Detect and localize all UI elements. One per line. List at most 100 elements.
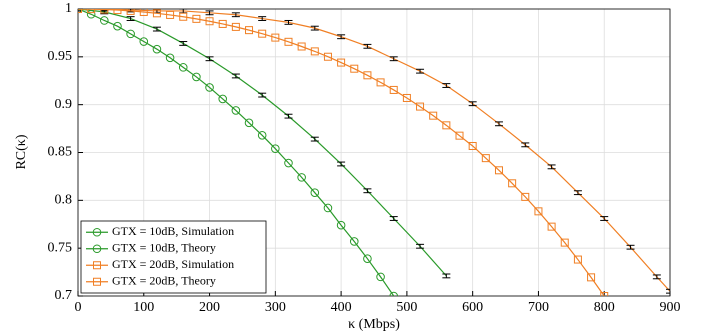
marker	[218, 94, 228, 104]
error-bar	[573, 190, 582, 196]
marker	[218, 19, 227, 28]
marker	[139, 9, 148, 16]
marker	[86, 9, 96, 19]
x-tick-label: 400	[331, 300, 352, 315]
marker	[429, 111, 438, 120]
marker	[231, 22, 240, 31]
error-bar	[205, 56, 214, 62]
legend: GTX = 10dB, Simulation GTX = 10dB, Theory…	[80, 220, 267, 294]
marker	[166, 10, 175, 19]
marker	[258, 29, 267, 38]
marker	[402, 93, 411, 102]
marker	[205, 83, 214, 92]
marker	[284, 37, 293, 46]
marker	[336, 220, 346, 230]
error-bar	[152, 26, 161, 32]
y-tick-label: 0.85	[48, 145, 73, 160]
marker	[363, 71, 372, 80]
x-tick-label: 200	[199, 300, 220, 315]
marker	[231, 106, 241, 115]
error-bar	[666, 288, 670, 294]
marker	[573, 255, 582, 264]
marker	[126, 29, 135, 39]
marker	[310, 188, 320, 197]
marker	[139, 37, 149, 46]
legend-label: GTX = 20dB, Simulation	[112, 257, 234, 271]
marker	[152, 44, 162, 54]
marker	[349, 237, 359, 246]
marker	[442, 121, 451, 130]
x-tick-label: 600	[462, 300, 483, 315]
y-tick-label: 0.95	[48, 49, 73, 64]
marker	[323, 203, 333, 213]
y-axis-label: RC(κ)	[14, 134, 29, 169]
x-tick-label: 100	[133, 300, 154, 315]
y-tick-label: 0.9	[55, 97, 73, 112]
marker	[92, 227, 102, 237]
error-bar	[626, 244, 635, 250]
marker	[350, 64, 359, 73]
marker	[178, 63, 188, 72]
x-tick-label: 900	[660, 300, 681, 315]
series-line	[78, 9, 670, 292]
marker	[244, 118, 254, 128]
marker	[389, 85, 398, 94]
marker	[310, 47, 319, 56]
error-bar	[416, 243, 425, 249]
marker	[87, 9, 96, 14]
marker	[455, 131, 464, 140]
x-tick-label: 700	[528, 300, 549, 315]
y-tick-label: 0.7	[55, 288, 73, 303]
error-bar	[363, 43, 372, 49]
marker	[113, 9, 122, 15]
marker	[179, 12, 188, 21]
series-line	[78, 9, 395, 296]
marker	[389, 291, 399, 296]
marker	[271, 144, 280, 153]
error-bar	[179, 41, 188, 46]
marker	[337, 58, 346, 67]
marker	[547, 222, 556, 231]
plot-frame	[77, 8, 671, 297]
error-bar	[126, 16, 135, 21]
marker	[416, 102, 425, 111]
marker	[126, 9, 135, 15]
marker	[468, 141, 477, 150]
error-bar	[258, 16, 267, 21]
x-tick-label: 0	[75, 300, 82, 315]
marker	[534, 207, 543, 216]
marker	[481, 154, 490, 163]
marker	[165, 53, 175, 63]
legend-label: GTX = 20dB, Theory	[112, 274, 216, 288]
marker	[284, 158, 293, 168]
error-bar	[310, 136, 319, 142]
marker	[363, 254, 372, 263]
marker	[600, 292, 609, 296]
marker	[376, 272, 385, 282]
error-bar	[78, 9, 82, 12]
error-bar	[494, 121, 503, 127]
error-bar	[521, 142, 530, 148]
error-bar	[231, 12, 240, 18]
x-tick-label: 500	[396, 300, 417, 315]
y-tick-label: 0.8	[55, 193, 73, 208]
error-bar	[442, 273, 451, 279]
series-line	[78, 9, 605, 296]
error-bar	[337, 34, 346, 40]
y-tick-label: 0.75	[48, 240, 73, 255]
error-bar	[652, 274, 661, 280]
error-bar	[284, 19, 293, 25]
marker	[376, 78, 385, 87]
marker	[521, 192, 530, 201]
error-bar	[363, 188, 372, 194]
error-bar	[416, 68, 425, 74]
x-tick-label: 300	[265, 300, 286, 315]
error-bar	[258, 92, 267, 98]
error-bar	[389, 216, 398, 221]
marker	[494, 166, 503, 175]
marker	[297, 42, 306, 51]
marker	[297, 173, 306, 182]
marker	[100, 9, 109, 14]
marker	[560, 238, 569, 247]
